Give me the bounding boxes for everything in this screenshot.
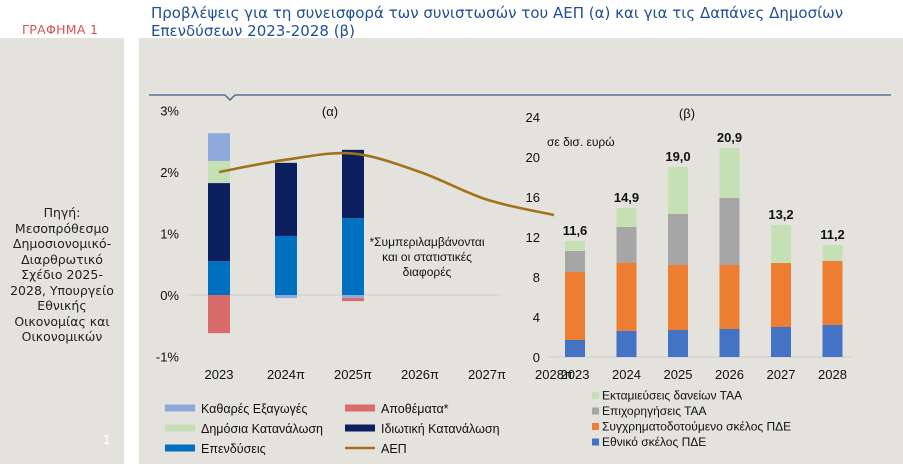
sidebar bbox=[0, 38, 124, 464]
b-bar-segment-rrf_loans bbox=[668, 167, 688, 214]
b-panel-label: (β) bbox=[679, 106, 695, 121]
a-legend-label: ΑΕΠ bbox=[381, 442, 407, 456]
a-bar-segment-investment bbox=[275, 235, 297, 295]
b-bar-segment-rrf_loans bbox=[771, 225, 791, 263]
a-bar-segment-private_consumption bbox=[275, 162, 297, 236]
a-legend-label: Επενδύσεις bbox=[201, 442, 266, 456]
b-x-tick-label: 2023 bbox=[561, 367, 590, 382]
page-number: 1 bbox=[103, 433, 111, 447]
b-x-tick-label: 2026 bbox=[715, 367, 744, 382]
b-bar-segment-pde_cofinanced bbox=[719, 265, 740, 329]
a-bar-segment-public_consumption bbox=[275, 161, 297, 163]
b-total-label: 14,9 bbox=[614, 190, 639, 205]
b-y-tick-label: 0 bbox=[533, 350, 540, 365]
a-x-tick-label: 2027π bbox=[468, 367, 506, 382]
figure-label: ΓΡΑΦΗΜΑ 1 bbox=[22, 22, 99, 37]
figure-title: Προβλέψεις για τη συνεισφορά των συνιστω… bbox=[151, 4, 844, 40]
a-x-tick-label: 2026π bbox=[401, 367, 439, 382]
a-bar-segment-private_consumption bbox=[208, 183, 230, 262]
b-bar-segment-rrf_grants bbox=[616, 227, 637, 263]
a-annotation: *Συμπεριλαμβάνονται και οι στατιστικές δια… bbox=[369, 235, 484, 279]
b-y-tick-label: 16 bbox=[526, 190, 540, 205]
a-bar-segment-net_exports bbox=[208, 133, 230, 161]
b-bar-segment-pde_national bbox=[668, 330, 688, 357]
a-panel-label: (α) bbox=[322, 104, 338, 119]
b-legend-label: Συγχρηματοδοτούμενο σκέλος ΠΔΕ bbox=[602, 420, 791, 434]
header-divider bbox=[149, 94, 891, 102]
a-bar-segment-private_consumption bbox=[342, 149, 364, 219]
b-bar-segment-pde_national bbox=[771, 327, 791, 357]
b-total-label: 11,2 bbox=[820, 227, 845, 242]
b-legend-swatch-pde_cofinanced bbox=[592, 423, 599, 430]
a-annotation-line: και οι στατιστικές bbox=[382, 250, 472, 264]
b-bar-segment-rrf_loans bbox=[616, 208, 637, 227]
b-x-tick-label: 2028 bbox=[818, 367, 847, 382]
a-bar-segment-net_exports bbox=[342, 295, 364, 299]
a-y-tick-label: -1% bbox=[156, 350, 180, 365]
b-total-label: 20,9 bbox=[717, 130, 742, 145]
b-bar-segment-pde_cofinanced bbox=[616, 263, 637, 331]
b-legend-label: Επιχορηγήσεις ΤΑΑ bbox=[602, 404, 707, 418]
a-legend-swatch-inventories bbox=[345, 404, 375, 412]
b-y-tick-label: 20 bbox=[526, 150, 540, 165]
b-legend-swatch-rrf_loans bbox=[592, 392, 599, 399]
b-bar-segment-pde_cofinanced bbox=[771, 263, 791, 327]
a-legend-swatch-private_consumption bbox=[345, 424, 375, 432]
b-bar-segment-rrf_loans bbox=[565, 241, 585, 251]
b-legend-swatch-rrf_grants bbox=[592, 407, 599, 415]
b-bar-segment-rrf_grants bbox=[719, 198, 740, 265]
b-y-tick-label: 8 bbox=[533, 270, 540, 285]
b-bar-segment-pde_national bbox=[616, 331, 637, 357]
b-bar-segment-pde_cofinanced bbox=[668, 265, 688, 330]
a-legend-label: Καθαρές Εξαγωγές bbox=[201, 402, 307, 416]
b-y-tick-label: 12 bbox=[526, 230, 540, 245]
a-x-tick-label: 2024π bbox=[267, 367, 305, 382]
a-bar-segment-inventories bbox=[208, 295, 230, 334]
b-bar-segment-pde_national bbox=[565, 340, 585, 357]
a-gdp-line bbox=[218, 151, 555, 217]
b-total-label: 11,6 bbox=[563, 223, 588, 238]
a-bar-segment-net_exports bbox=[275, 295, 297, 299]
a-legend-label: Ιδιωτική Κατανάλωση bbox=[381, 422, 500, 436]
a-y-tick-label: 0% bbox=[160, 288, 179, 303]
b-bar-segment-pde_national bbox=[822, 325, 843, 357]
a-y-tick-label: 1% bbox=[160, 227, 179, 242]
charts-svg: -1% 0% 1% 2% 3% (α) 2023 2024π 2025π 2026π 2027π 20… bbox=[149, 94, 891, 456]
b-total-label: 19,0 bbox=[665, 149, 690, 164]
a-x-tick-label: 2028π bbox=[535, 367, 573, 382]
b-bar-segment-rrf_grants bbox=[565, 251, 585, 272]
b-bar-segment-pde_national bbox=[719, 329, 740, 357]
a-legend-label: Δημόσια Κατανάλωση bbox=[201, 422, 323, 436]
a-legend-swatch-public_consumption bbox=[165, 424, 195, 432]
a-y-tick-label: 3% bbox=[160, 104, 179, 119]
a-x-tick-label: 2023 bbox=[205, 367, 234, 382]
b-bar-segment-rrf_loans bbox=[719, 148, 740, 198]
b-x-tick-label: 2027 bbox=[767, 367, 796, 382]
a-bar-segment-investment bbox=[208, 261, 230, 295]
a-legend-label: Αποθέματα* bbox=[381, 402, 449, 416]
source-note: Πηγή: Μεσοπρόθεσμο Δημοσιονομικό-Διαρθρω… bbox=[10, 205, 114, 344]
b-bar-segment-pde_cofinanced bbox=[565, 272, 585, 340]
b-x-tick-label: 2025 bbox=[664, 367, 693, 382]
b-bar-segment-pde_cofinanced bbox=[822, 261, 843, 325]
a-annotation-line: διαφορές bbox=[403, 265, 452, 279]
chart-panel: -1% 0% 1% 2% 3% (α) 2023 2024π 2025π 2026π 2027π 20… bbox=[139, 38, 903, 464]
b-legend-label: Εκταμιεύσεις δανείων ΤΑΑ bbox=[602, 389, 742, 403]
a-bar-segment-investment bbox=[342, 218, 364, 295]
a-y-tick-label: 2% bbox=[160, 165, 179, 180]
b-legend-swatch-pde_national bbox=[592, 438, 599, 446]
b-total-label: 13,2 bbox=[768, 207, 793, 222]
b-bar-segment-rrf_grants bbox=[668, 214, 688, 265]
b-x-tick-label: 2024 bbox=[612, 367, 641, 382]
b-bar-segment-rrf_loans bbox=[822, 245, 843, 261]
b-y-tick-label: 24 bbox=[526, 110, 540, 125]
a-bar-segment-inventories bbox=[342, 298, 364, 302]
b-unit-label: σε δισ. ευρώ bbox=[547, 135, 615, 149]
b-legend-label: Εθνικό σκέλος ΠΔΕ bbox=[602, 435, 706, 449]
a-legend-swatch-investment bbox=[165, 444, 195, 452]
b-y-tick-label: 4 bbox=[533, 310, 540, 325]
a-annotation-line: *Συμπεριλαμβάνονται bbox=[369, 235, 484, 249]
a-legend-swatch-net_exports bbox=[165, 404, 195, 412]
a-x-tick-label: 2025π bbox=[334, 367, 372, 382]
